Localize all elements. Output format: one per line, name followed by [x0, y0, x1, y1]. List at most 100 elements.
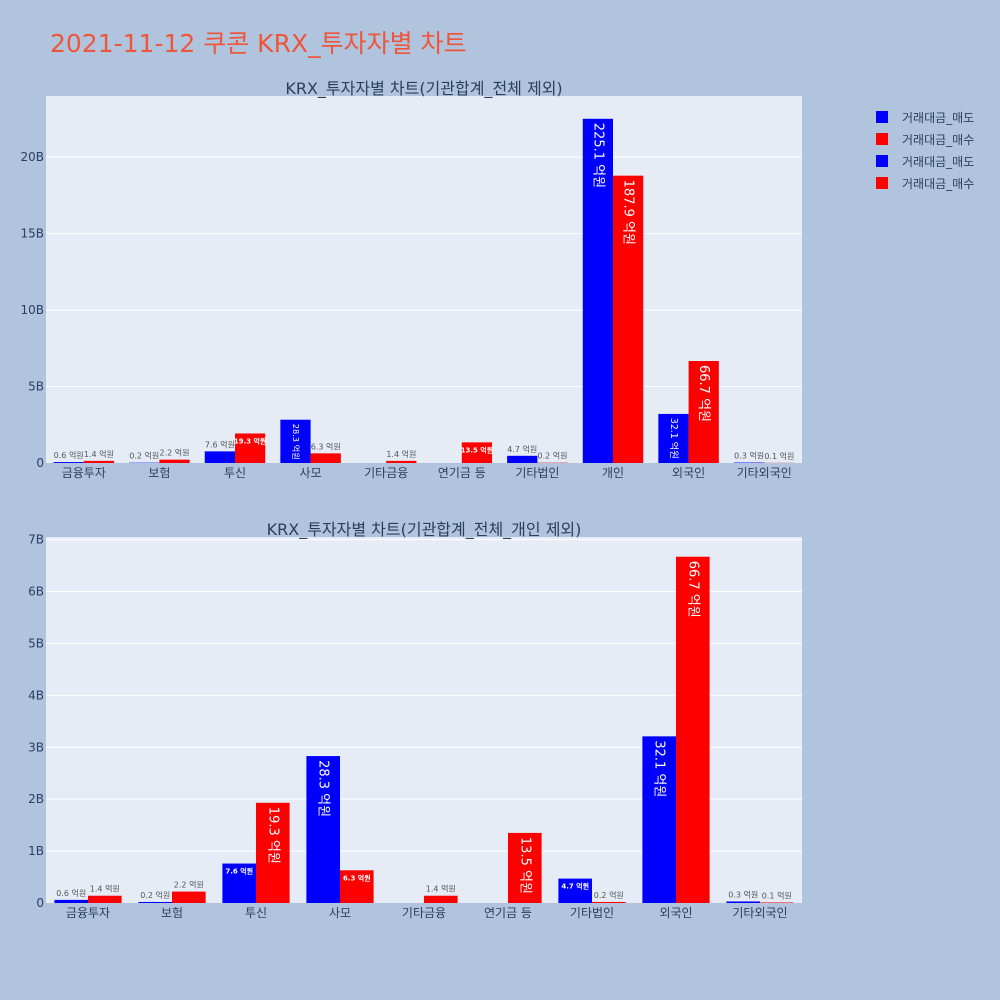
legend-label: 거래대금_매수 — [902, 132, 975, 147]
data-label: 7.6 억원 — [205, 439, 235, 449]
data-label: 13.5 억원 — [461, 445, 493, 454]
y-tick-label: 7B — [28, 533, 44, 547]
bar — [726, 901, 760, 903]
bar — [83, 460, 115, 463]
data-label: 4.7 억원 — [561, 882, 589, 891]
legend[interactable]: 거래대금_매도 거래대금_매수 거래대금_매도 거래대금_매수 — [876, 106, 974, 194]
y-tick-label: 10B — [20, 303, 44, 317]
y-tick-label: 15B — [20, 227, 44, 241]
x-tick-label: 기타외국인 — [732, 906, 787, 920]
bar — [222, 863, 256, 903]
legend-item[interactable]: 거래대금_매수 — [876, 172, 974, 194]
x-tick-label: 기타금융 — [364, 466, 408, 480]
data-label: 0.2 억원 — [140, 890, 170, 900]
bar — [558, 878, 592, 903]
x-tick-label: 보험 — [148, 466, 170, 480]
data-label: 32.1 억원 — [652, 740, 667, 797]
x-tick-label: 보험 — [161, 906, 183, 920]
data-label: 4.7 억원 — [507, 444, 537, 454]
data-label: 28.3 억원 — [316, 760, 331, 817]
data-label: 19.3 억원 — [234, 436, 266, 445]
bar — [54, 899, 88, 903]
data-label: 19.3 억원 — [265, 807, 280, 864]
data-label: 1.4 억원 — [90, 884, 120, 894]
data-label: 1.4 억원 — [426, 884, 456, 894]
data-label: 66.7 억원 — [696, 365, 711, 422]
data-label: 32.1 억원 — [668, 418, 680, 459]
x-tick-label: 사모 — [329, 906, 351, 920]
legend-swatch — [876, 111, 888, 123]
bar — [642, 736, 676, 903]
y-tick-label: 0 — [36, 896, 44, 910]
bar — [159, 459, 190, 463]
x-tick-label: 투신 — [245, 906, 267, 920]
y-tick-label: 1B — [28, 844, 44, 858]
data-label: 13.5 억원 — [517, 837, 532, 894]
bar — [306, 756, 340, 903]
x-tick-label: 개인 — [602, 466, 624, 480]
data-label: 2.2 억원 — [160, 448, 190, 458]
bar — [88, 895, 122, 903]
bar — [676, 556, 710, 903]
x-tick-label: 금융투자 — [66, 906, 110, 920]
data-label: 1.4 억원 — [386, 449, 416, 459]
legend-swatch — [876, 177, 888, 189]
data-label: 0.3 억원 — [734, 451, 764, 461]
data-label: 0.6 억원 — [56, 888, 86, 898]
y-tick-label: 0 — [36, 456, 44, 470]
bar — [138, 901, 172, 903]
legend-swatch — [876, 155, 888, 167]
x-tick-label: 투신 — [224, 466, 246, 480]
legend-swatch — [876, 133, 888, 145]
y-tick-label: 6B — [28, 585, 44, 599]
legend-item[interactable]: 거래대금_매도 — [876, 150, 974, 172]
bar — [256, 802, 290, 903]
bar — [172, 891, 206, 903]
x-tick-label: 외국인 — [672, 466, 705, 480]
legend-item[interactable]: 거래대금_매도 — [876, 106, 974, 128]
x-tick-label: 기타외국인 — [737, 466, 792, 480]
bar — [424, 895, 458, 903]
data-label: 225.1 억원 — [590, 123, 605, 188]
bar — [760, 902, 794, 903]
chart-title: KRX_투자자별 차트(기관합계_전체_개인 제외) — [267, 520, 582, 540]
bar — [658, 413, 689, 463]
x-tick-label: 금융투자 — [62, 466, 106, 480]
bar — [310, 453, 341, 463]
data-label: 0.2 억원 — [129, 451, 159, 461]
bar — [235, 433, 266, 463]
data-label: 0.1 억원 — [762, 890, 792, 900]
data-label: 6.3 억원 — [343, 873, 371, 882]
legend-label: 거래대금_매수 — [902, 176, 975, 191]
legend-item[interactable]: 거래대금_매수 — [876, 128, 974, 150]
data-label: 7.6 억원 — [225, 867, 253, 876]
data-label: 6.3 억원 — [311, 441, 341, 451]
data-label: 1.4 억원 — [84, 449, 114, 459]
bar — [280, 419, 311, 463]
y-tick-label: 3B — [28, 740, 44, 754]
x-tick-label: 기타금융 — [402, 906, 446, 920]
y-tick-label: 20B — [20, 150, 44, 164]
bar — [508, 832, 542, 903]
bar — [688, 361, 719, 463]
chart-panel: 0 5B 10B 15B 20B KRX_투자자별 차트(기관합계_전체 제외) 금융투자 0… — [20, 79, 802, 480]
chart-panel: 0 1B 2B 3B 4B 5B 6B 7B KRX_투자자별 차트(기관합계_전체_개인 제외… — [28, 520, 802, 920]
bar — [386, 460, 417, 463]
y-tick-label: 5B — [28, 636, 44, 650]
y-tick-label: 2B — [28, 792, 44, 806]
data-label: 0.2 억원 — [594, 890, 624, 900]
bar — [340, 870, 374, 903]
x-tick-label: 기타법인 — [570, 906, 614, 920]
data-label: 2.2 억원 — [174, 880, 204, 890]
data-label: 0.3 억원 — [728, 889, 758, 899]
bar — [53, 462, 84, 463]
data-label: 0.2 억원 — [538, 451, 568, 461]
data-label: 28.3 억원 — [291, 424, 301, 460]
x-tick-label: 기타법인 — [515, 466, 559, 480]
x-tick-label: 연기금 등 — [484, 906, 532, 920]
bar — [592, 901, 626, 903]
y-tick-label: 5B — [28, 380, 44, 394]
bar — [507, 455, 538, 463]
bar — [582, 118, 613, 464]
